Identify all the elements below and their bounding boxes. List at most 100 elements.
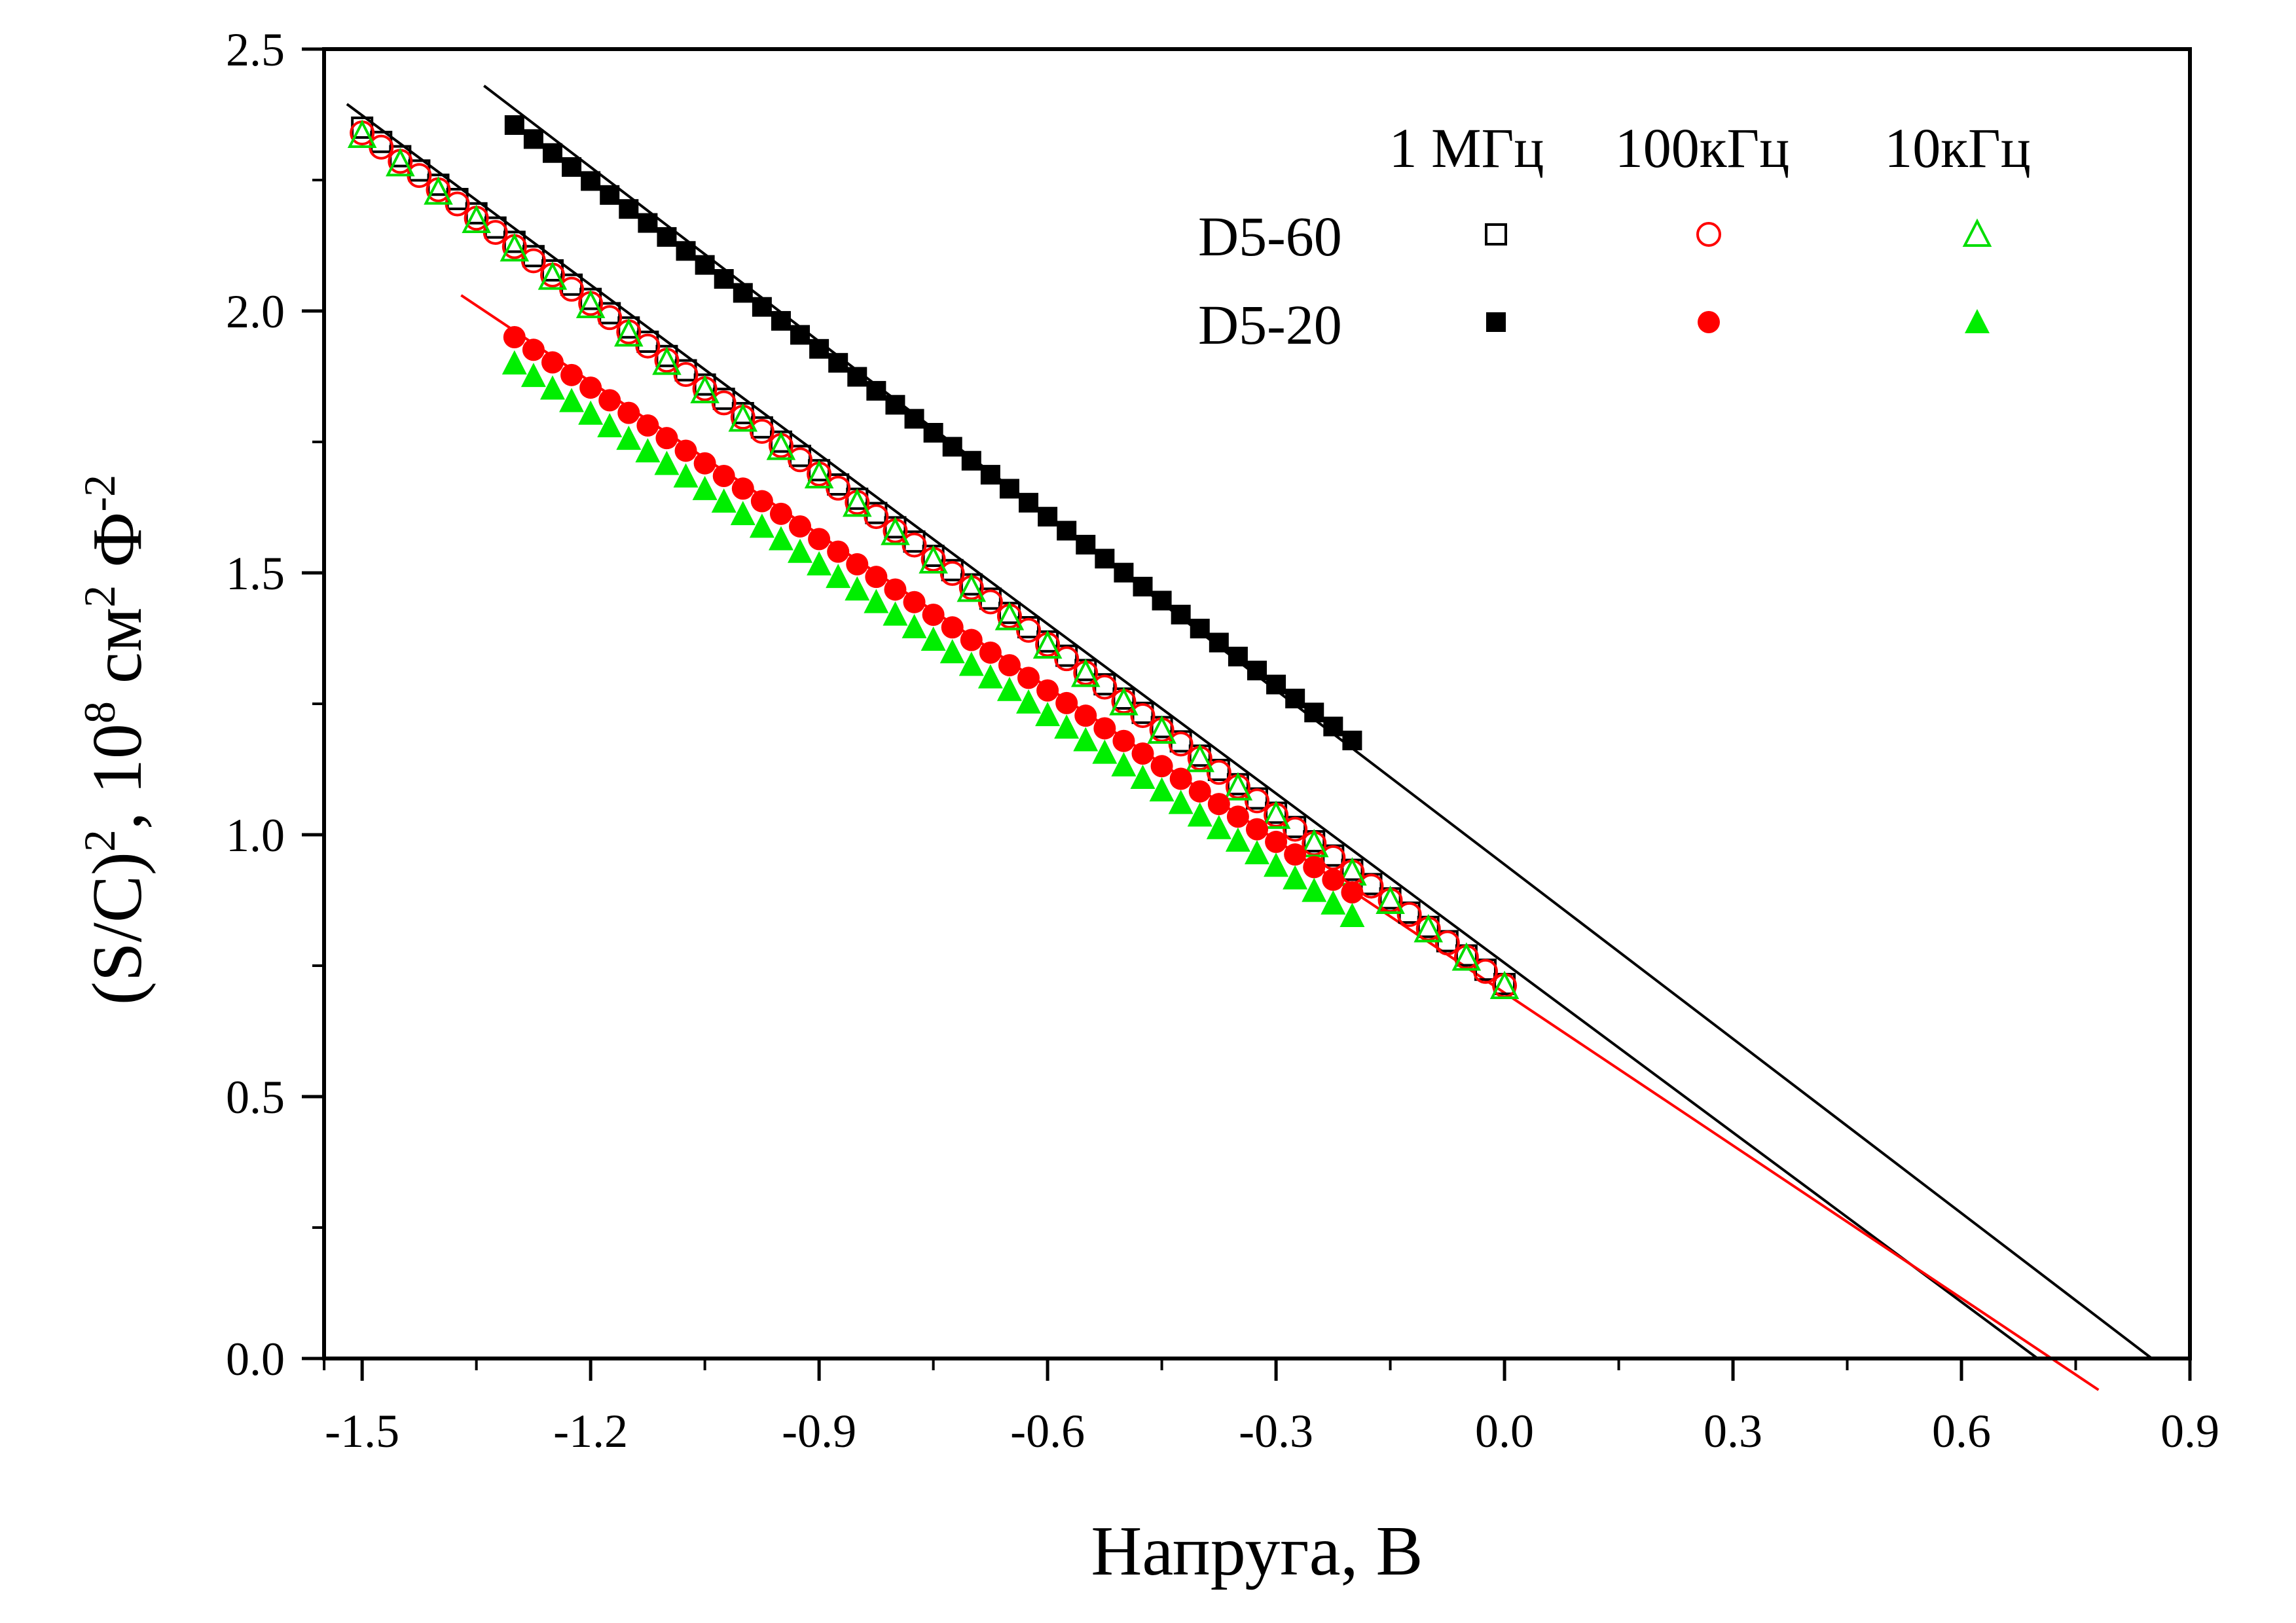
data-point <box>1054 714 1080 739</box>
data-point <box>846 553 869 575</box>
data-point <box>522 338 545 361</box>
data-point <box>728 403 758 432</box>
data-point <box>714 269 734 289</box>
data-point <box>1147 715 1176 744</box>
data-point <box>807 461 832 486</box>
data-point <box>1074 704 1097 727</box>
data-point <box>616 426 642 450</box>
data-point <box>920 547 946 572</box>
x-axis-ticks <box>323 1359 2192 1381</box>
data-point <box>766 431 796 460</box>
data-point <box>1032 630 1063 659</box>
data-point <box>808 528 831 551</box>
data-point <box>804 460 834 488</box>
data-point <box>692 376 718 401</box>
data-point <box>1322 868 1345 891</box>
data-point <box>1169 767 1192 790</box>
data-point <box>730 501 756 526</box>
data-point <box>1057 520 1077 541</box>
data-point <box>562 157 582 177</box>
data-point <box>1321 890 1346 915</box>
data-point <box>1304 702 1324 723</box>
data-point <box>1434 930 1460 956</box>
data-point <box>881 517 910 545</box>
data-point <box>1472 958 1498 984</box>
data-point <box>541 351 564 374</box>
data-point <box>1284 843 1307 866</box>
legend-column-1mhz: 1 МГц <box>1389 117 1544 179</box>
data-point <box>1185 743 1215 773</box>
data-point <box>1036 679 1059 702</box>
data-point <box>1114 562 1134 583</box>
data-point <box>1223 772 1253 801</box>
data-point <box>1168 731 1194 757</box>
legend-markers <box>1485 218 1992 333</box>
data-point <box>920 627 946 651</box>
data-point <box>771 311 791 331</box>
data-point <box>752 297 772 317</box>
data-point <box>657 227 677 247</box>
data-point <box>1303 856 1326 879</box>
data-markers <box>347 115 1520 999</box>
data-point <box>597 412 623 437</box>
x-tick-label: -0.6 <box>1010 1405 1085 1457</box>
data-point <box>1073 727 1099 752</box>
x-tick-label: 0.9 <box>2160 1405 2219 1457</box>
data-point <box>1152 591 1172 611</box>
data-point <box>902 613 927 638</box>
legend-column-100khz: 100кГц <box>1615 117 1790 179</box>
data-point <box>539 375 565 400</box>
data-point <box>1245 788 1269 814</box>
x-tick-label: -0.3 <box>1239 1405 1313 1457</box>
data-point <box>1019 492 1039 513</box>
data-point <box>809 338 829 359</box>
data-point <box>1168 790 1194 814</box>
data-point <box>614 318 644 347</box>
y-axis-tick-labels: 0.0 0.5 1.0 1.5 2.0 2.5 <box>226 24 285 1385</box>
y-axis-label-part: Ф <box>79 512 156 585</box>
data-point <box>581 171 601 191</box>
legend-row-d5-60: D5-60 <box>1198 205 1342 268</box>
data-point <box>807 551 832 575</box>
data-point <box>980 465 1000 485</box>
data-point <box>919 545 948 574</box>
data-point <box>1190 619 1210 639</box>
data-point <box>904 409 924 429</box>
legend-marker-triangle <box>1962 218 1992 247</box>
data-point <box>1095 549 1115 569</box>
data-point <box>638 213 658 233</box>
data-point <box>1226 805 1249 828</box>
y-axis-label: (S/C)2, 108 см2 Ф-2 <box>75 475 156 1005</box>
data-point <box>939 639 965 664</box>
data-point <box>1131 742 1154 765</box>
data-point <box>1245 840 1269 865</box>
data-point <box>826 564 851 589</box>
data-point <box>579 376 602 399</box>
data-point <box>1283 816 1308 842</box>
data-point <box>827 540 850 563</box>
y-axis-label-part: см <box>79 608 156 701</box>
data-point <box>462 204 491 233</box>
data-point <box>942 437 962 457</box>
y-axis-label-part: (S/C) <box>79 852 156 1005</box>
data-point <box>996 676 1022 701</box>
data-point <box>790 325 811 345</box>
data-point <box>386 147 415 177</box>
data-point <box>695 255 715 275</box>
data-point <box>676 241 696 261</box>
data-point <box>1265 830 1288 853</box>
data-point <box>1247 661 1267 681</box>
y-axis-label-sup: 8 <box>75 701 124 723</box>
data-point <box>1130 765 1156 789</box>
series-d5-20-square <box>504 115 1362 750</box>
data-point <box>520 363 546 388</box>
data-point <box>559 388 585 412</box>
data-point <box>979 641 1002 664</box>
data-point <box>1149 777 1175 802</box>
data-point <box>598 389 621 412</box>
data-point <box>999 479 1019 499</box>
data-point <box>654 450 680 475</box>
data-point <box>501 234 527 259</box>
y-tick-label: 0.0 <box>226 1333 285 1385</box>
